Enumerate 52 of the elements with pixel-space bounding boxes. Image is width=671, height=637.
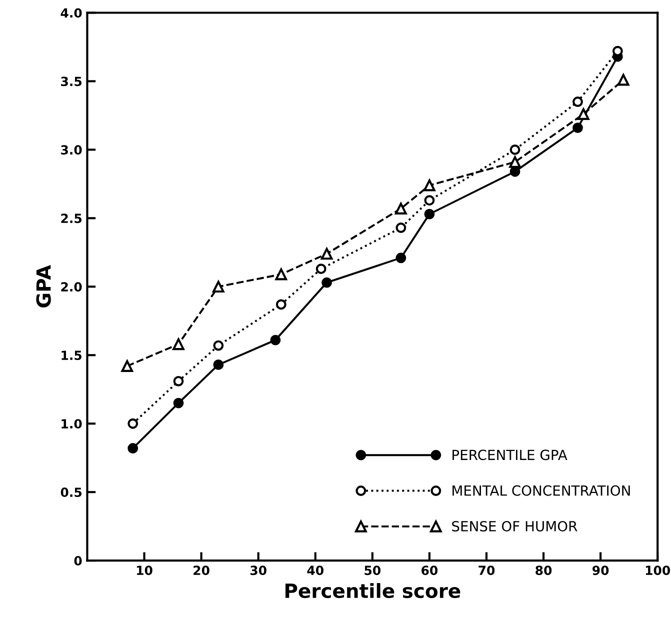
point [510, 166, 520, 177]
point [578, 108, 590, 120]
y-tick-label: 3.5 [61, 76, 82, 86]
point [572, 96, 583, 107]
point [275, 268, 288, 280]
legend-label: SENSE OF HUMOR [452, 520, 578, 532]
point [424, 179, 436, 192]
point [121, 360, 134, 372]
point [213, 360, 224, 370]
point [128, 443, 138, 454]
x-tick-label: 80 [536, 566, 552, 576]
point [395, 202, 407, 214]
y-axis-title: GPA [36, 265, 51, 308]
point [128, 418, 138, 429]
point [510, 144, 520, 155]
point [173, 398, 184, 408]
point [322, 277, 332, 288]
legend-label: MENTAL CONCENTRATION [452, 485, 630, 496]
x-tick-label: 90 [592, 566, 609, 576]
x-tick-label: 70 [478, 566, 495, 576]
point [424, 195, 435, 206]
point [572, 122, 583, 133]
y-tick-label: 0.5 [60, 488, 82, 498]
point [172, 338, 184, 350]
point [173, 376, 184, 386]
x-tick-label: 60 [422, 566, 438, 576]
y-tick-label: 2.0 [61, 282, 82, 292]
point [396, 222, 406, 233]
y-tick-label: 1.5 [62, 350, 82, 360]
x-tick-label: 100 [646, 566, 670, 576]
x-tick-label: 30 [250, 566, 266, 576]
y-tick-label: 2.5 [61, 214, 82, 224]
x-tick-label: 20 [194, 566, 210, 576]
legend-label: PERCENTILE GPA [452, 450, 568, 460]
point [617, 74, 630, 86]
point [212, 280, 224, 293]
y-tick-label: 3.0 [61, 145, 82, 155]
point [396, 252, 406, 264]
x-tick-label: 40 [307, 566, 324, 576]
point [509, 156, 521, 168]
point [213, 340, 224, 351]
point [270, 334, 281, 346]
x-axis-title: Percentile score [285, 583, 460, 598]
point [320, 248, 333, 260]
x-tick-label: 50 [364, 566, 381, 576]
x-tick-label: 10 [136, 566, 152, 576]
y-tick-label: 1.0 [62, 419, 82, 429]
y-tick-label: 4.0 [60, 8, 82, 18]
point [276, 299, 286, 310]
point [316, 264, 326, 274]
point [424, 208, 435, 220]
y-tick-label: 0 [74, 556, 82, 566]
